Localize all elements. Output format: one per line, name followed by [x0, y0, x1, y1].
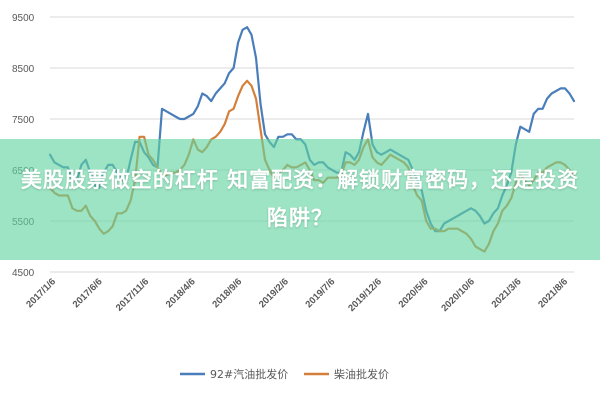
y-tick-label: 4500 [12, 268, 35, 279]
legend-label: 92#汽油批发价 [210, 367, 288, 381]
x-tick-label: 2021/3/6 [490, 276, 524, 310]
x-axis-ticks: 2017/1/6 2017/6/6 2017/11/6 2018/4/6 2018/9/… [24, 276, 570, 314]
y-tick-label: 7500 [12, 115, 35, 126]
y-tick-label: 8500 [12, 64, 35, 75]
title-overlay-banner: 美股股票做空的杠杆 知富配资：解锁财富密码，还是投资陷阱？ [0, 139, 600, 260]
y-tick-label: 9500 [12, 13, 35, 24]
x-tick-label: 2020/5/6 [397, 276, 431, 310]
x-tick-label: 2019/2/6 [257, 276, 291, 310]
x-tick-label: 2017/1/6 [24, 276, 58, 310]
x-tick-label: 2017/11/6 [114, 276, 151, 313]
x-tick-label: 2018/9/6 [210, 276, 244, 310]
x-tick-label: 2020/10/6 [439, 276, 477, 314]
legend-label: 柴油批发价 [334, 367, 389, 381]
x-tick-label: 2019/12/6 [346, 276, 384, 314]
x-tick-label: 2018/4/6 [164, 276, 198, 310]
legend: 92#汽油批发价 柴油批发价 [180, 367, 389, 381]
x-tick-label: 2019/7/6 [303, 276, 337, 310]
overlay-title: 美股股票做空的杠杆 知富配资：解锁财富密码，还是投资陷阱？ [20, 168, 580, 230]
x-tick-label: 2021/8/6 [536, 276, 570, 310]
x-tick-label: 2017/6/6 [71, 276, 105, 310]
